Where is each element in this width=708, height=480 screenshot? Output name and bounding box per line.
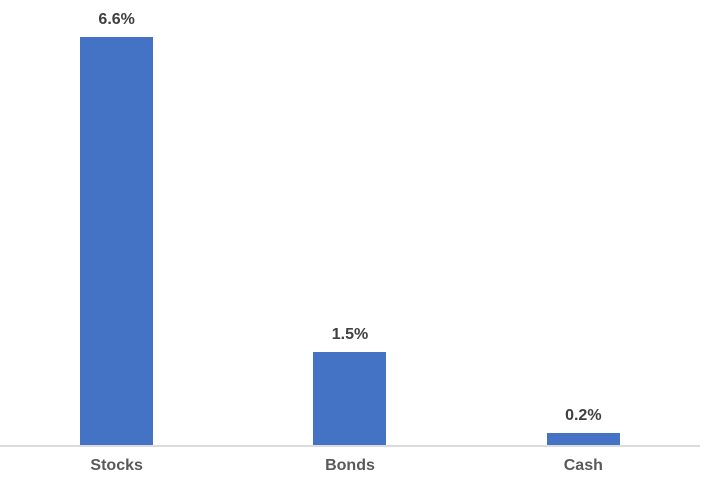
category-label-bonds: Bonds [325,457,375,474]
bar-cash [546,432,620,445]
bar-group-stocks: 6.6% [0,12,233,445]
bar-bonds [313,352,387,445]
bar-group-cash: 0.2% [467,406,700,445]
data-label-stocks: 6.6% [98,11,135,29]
category-label-cash: Cash [563,457,603,474]
bar-group-bonds: 1.5% [233,327,466,445]
plot-area: 6.6% 1.5% 0.2% [0,12,700,445]
category-label-stocks: Stocks [90,457,143,474]
bar-stocks [80,37,154,445]
x-axis-line [0,445,700,447]
x-axis-labels: Stocks Bonds Cash [0,447,700,474]
data-label-cash: 0.2% [565,406,602,424]
bars-row: 6.6% 1.5% 0.2% [0,12,700,445]
data-label-bonds: 1.5% [331,326,369,344]
